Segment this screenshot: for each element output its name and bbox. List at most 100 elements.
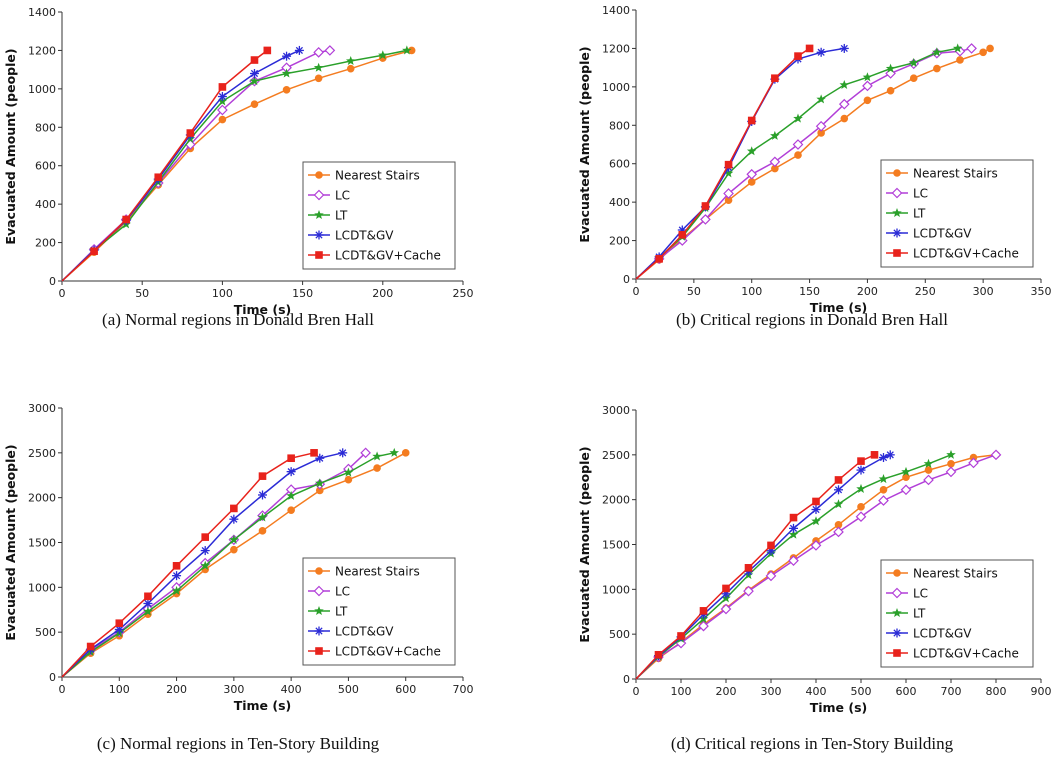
data-point [723,168,734,178]
data-point [747,116,756,125]
legend-label: LC [335,585,350,599]
series-line [61,49,300,282]
y-tick-label: 3000 [602,404,630,417]
data-point [816,94,826,104]
legend-label: LCDT&GV [913,627,972,641]
legend-item: LCDT&GV+Cache [308,249,441,263]
x-tick-label: 0 [59,287,66,300]
y-axis-label: Evacuated Amount (people) [577,46,592,242]
data-point [810,540,822,551]
data-point [901,466,911,476]
y-tick-label: 400 [35,198,56,211]
data-point [345,56,356,66]
data-point [313,62,324,72]
x-tick-label: 500 [338,683,359,696]
x-axis-label: Time (s) [234,698,292,713]
data-point [817,129,825,137]
data-point [172,571,182,581]
x-tick-label: 600 [395,683,416,696]
data-point [789,513,798,522]
data-point [249,68,259,78]
data-point [722,584,730,593]
legend: Nearest Stairs LC LT LCDT&GV LCDT&GV+Cache [880,159,1034,268]
legend-marker [315,567,323,575]
legend-marker [892,628,902,638]
legend-item: LT [886,607,926,621]
data-point [771,74,779,83]
series-lcdt-gv-cache [61,449,318,678]
y-tick-label: 500 [609,628,630,641]
data-point [839,79,850,89]
legend-marker [314,626,324,636]
data-point [257,512,268,522]
legend-marker [892,208,902,218]
legend-label: LCDT&GV+Cache [335,249,441,263]
legend-item: LCDT&GV+Cache [308,645,441,659]
legend-marker [891,587,903,599]
y-tick-label: 400 [609,196,630,209]
x-axis-label: Time (s) [810,300,868,315]
data-point [952,43,963,53]
y-tick-label: 1000 [602,583,630,596]
data-point [230,545,238,554]
legend-marker [892,608,902,618]
chart-d: 0 100 200 300 400 500 600 700 800 900 0 500 1000 1500… [577,404,1052,753]
y-tick-label: 2000 [28,492,56,505]
legend-label: LCDT&GV+Cache [335,645,441,659]
legend-marker [315,647,323,655]
x-tick-label: 250 [915,285,936,298]
figure-caption: (d) Critical regions in Ten-Story Buildi… [671,734,954,753]
series-lcdt-gv [61,448,348,678]
series-line [61,49,331,282]
data-point [401,449,410,457]
legend-item: LC [886,587,928,601]
data-point [924,466,933,474]
legend-item: LCDT&GV [886,627,972,641]
data-point [86,642,95,651]
x-tick-label: 0 [633,685,640,698]
x-tick-label: 150 [799,285,820,298]
data-point [172,562,181,570]
x-tick-label: 200 [716,685,737,698]
data-point [946,449,956,459]
y-tick-label: 1200 [602,42,630,55]
data-point [767,541,775,550]
data-point [143,598,153,608]
y-tick-label: 1500 [28,537,56,550]
data-point [678,231,687,239]
data-point [313,47,324,58]
x-tick-label: 150 [292,287,313,300]
series-line [635,454,891,680]
data-point [747,178,756,186]
x-axis-label: Time (s) [234,302,292,317]
x-tick-label: 0 [633,285,640,298]
data-point [765,570,777,582]
data-point [701,202,710,210]
data-point [217,104,228,116]
legend-item: LCDT&GV [308,229,394,243]
legend-marker [893,169,901,177]
data-point [862,80,873,92]
y-tick-label: 1200 [28,44,56,57]
data-point [171,585,182,595]
data-point [281,68,292,78]
legend-item: LCDT&GV+Cache [886,247,1019,261]
data-point [677,632,685,640]
data-point [792,139,804,150]
data-point [314,74,323,83]
series-lcdt-gv-cache [635,44,814,280]
x-tick-label: 0 [59,683,66,696]
data-point [217,92,227,102]
y-axis-label: Evacuated Amount (people) [3,444,18,640]
x-tick-label: 400 [806,685,827,698]
data-point [724,160,733,169]
data-point [956,56,964,64]
data-point [201,533,210,541]
legend-item: LCDT&GV+Cache [886,647,1019,661]
legend-item: Nearest Stairs [886,567,998,581]
legend-label: LCDT&GV [913,227,972,241]
data-point [154,173,163,182]
data-point [200,560,210,570]
x-axis-label: Time (s) [810,700,868,715]
y-tick-label: 800 [35,121,56,134]
